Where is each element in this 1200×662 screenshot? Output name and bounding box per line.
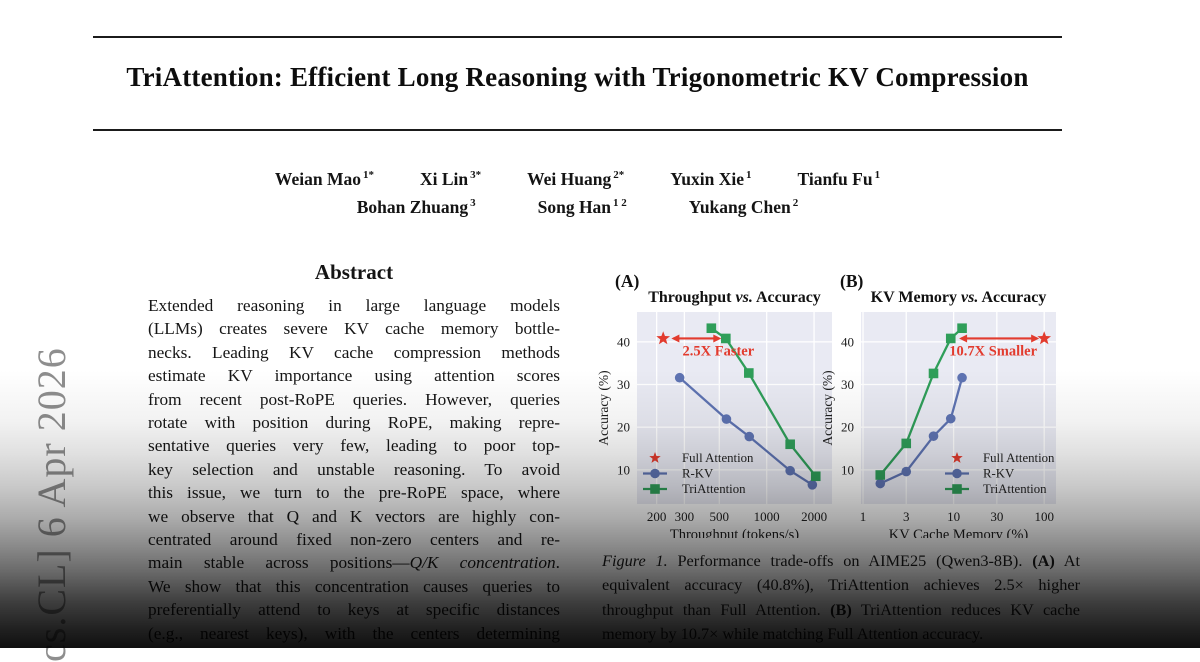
figure-caption: Figure 1. Performance trade-offs on AIME… bbox=[602, 551, 1080, 644]
svg-text:Accuracy (%): Accuracy (%) bbox=[596, 370, 611, 445]
abstract-line: (LLMs) creates severe KV cache memory bo… bbox=[148, 319, 560, 339]
author: Xi Lin 3* bbox=[419, 169, 482, 189]
svg-text:3: 3 bbox=[903, 509, 910, 524]
author: Yukang Chen 2 bbox=[688, 197, 799, 217]
svg-text:10: 10 bbox=[617, 462, 630, 477]
abstract-line: centrated around fixed non-zero centers … bbox=[148, 530, 560, 550]
author: Tianfu Fu 1 bbox=[797, 169, 881, 189]
abstract-line: main stable across positions—Q/K concent… bbox=[148, 553, 560, 573]
paper-title: TriAttention: Efficient Long Reasoning w… bbox=[126, 62, 1029, 92]
svg-text:Throughput vs. Accuracy: Throughput vs. Accuracy bbox=[648, 289, 821, 306]
svg-text:100: 100 bbox=[1034, 509, 1054, 524]
svg-text:R-KV: R-KV bbox=[682, 467, 714, 481]
abstract-line: sentative queries very few, leading to p… bbox=[148, 436, 560, 456]
svg-text:Accuracy (%): Accuracy (%) bbox=[820, 370, 835, 445]
author: Bohan Zhuang 3 bbox=[356, 197, 476, 217]
svg-text:10: 10 bbox=[947, 509, 960, 524]
svg-text:10.7X Smaller: 10.7X Smaller bbox=[949, 343, 1037, 359]
author: Yuxin Xie 1 bbox=[670, 169, 752, 189]
svg-text:Throughput (tokens/s): Throughput (tokens/s) bbox=[670, 527, 799, 538]
top-rule bbox=[93, 36, 1062, 38]
abstract-line: We show that this concentration causes q… bbox=[148, 576, 560, 596]
svg-text:TriAttention: TriAttention bbox=[682, 482, 746, 496]
abstract-line: we observe that Q and K vectors are high… bbox=[148, 506, 560, 526]
svg-text:KV Cache Memory (%): KV Cache Memory (%) bbox=[889, 527, 1029, 538]
svg-text:20: 20 bbox=[841, 420, 854, 435]
svg-text:200: 200 bbox=[647, 509, 667, 524]
authors-row-2: Bohan Zhuang 3 Song Han 1 2 Yukang Chen 2 bbox=[93, 197, 1062, 218]
chart-kv-memory-vs-accuracy: KV Memory vs. Accuracy 1 3 10 30 100 10 20 30 40 K… bbox=[819, 268, 1069, 543]
svg-text:40: 40 bbox=[841, 334, 854, 349]
svg-text:2.5X Faster: 2.5X Faster bbox=[683, 343, 755, 359]
abstract-line: (e.g., nearest keys), with the centers d… bbox=[148, 623, 560, 643]
abstract-line: preferentially attend to keys at specifi… bbox=[148, 600, 560, 620]
svg-text:500: 500 bbox=[710, 509, 730, 524]
svg-text:Full Attention: Full Attention bbox=[983, 451, 1055, 465]
author: Song Han 1 2 bbox=[537, 197, 627, 217]
svg-text:Full Attention: Full Attention bbox=[682, 451, 754, 465]
svg-text:TriAttention: TriAttention bbox=[983, 482, 1047, 496]
svg-text:40: 40 bbox=[617, 334, 630, 349]
svg-text:1: 1 bbox=[860, 509, 867, 524]
svg-text:20: 20 bbox=[617, 420, 630, 435]
authors-row-1: Weian Mao 1* Xi Lin 3* Wei Huang 2* Yuxin Xie 1… bbox=[93, 169, 1062, 190]
svg-text:KV Memory vs. Accuracy: KV Memory vs. Accuracy bbox=[871, 289, 1047, 306]
abstract-line: estimate KV importance using attention s… bbox=[148, 366, 560, 386]
chart-throughput-vs-accuracy: Throughput vs. Accuracy 200 300 500 1000 2000… bbox=[595, 268, 845, 543]
svg-text:R-KV: R-KV bbox=[983, 467, 1015, 481]
svg-text:30: 30 bbox=[617, 377, 630, 392]
svg-text:30: 30 bbox=[841, 377, 854, 392]
abstract-line: this issue, we turn to the pre-RoPE spac… bbox=[148, 483, 560, 503]
title-bottom-rule bbox=[93, 129, 1062, 131]
abstract-text: Extended reasoning in large language mod… bbox=[148, 294, 560, 645]
abstract-line: key selection and unstable reasoning. To… bbox=[148, 459, 560, 479]
arxiv-sidebar-label: cs.CL] 6 Apr 2026 bbox=[29, 347, 74, 662]
abstract-line: rotate with position during RoPE, making… bbox=[148, 413, 560, 433]
abstract-line: from recent post-RoPE queries. However, … bbox=[148, 389, 560, 409]
author: Weian Mao 1* bbox=[274, 169, 374, 189]
abstract-heading: Abstract bbox=[314, 260, 394, 284]
author: Wei Huang 2* bbox=[527, 169, 625, 189]
svg-text:30: 30 bbox=[990, 509, 1003, 524]
svg-text:1000: 1000 bbox=[754, 509, 780, 524]
abstract-line: necks. Leading KV cache compression meth… bbox=[148, 342, 560, 362]
svg-text:10: 10 bbox=[841, 462, 854, 477]
abstract-line: Extended reasoning in large language mod… bbox=[148, 296, 560, 315]
svg-text:300: 300 bbox=[675, 509, 695, 524]
